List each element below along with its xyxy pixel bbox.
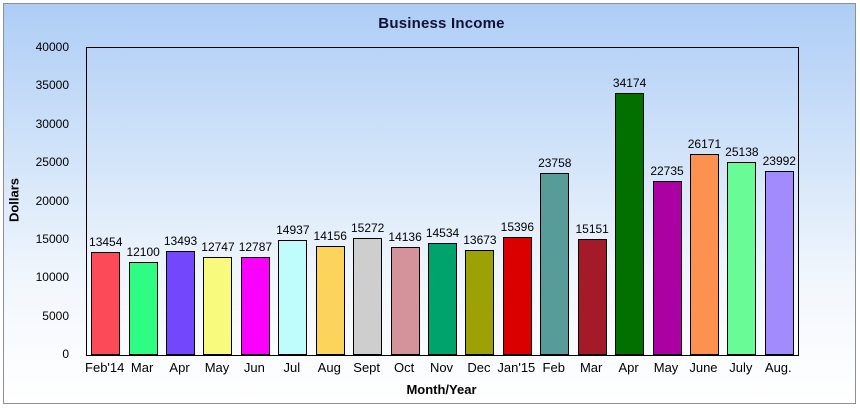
value-label: 13454: [89, 234, 123, 249]
xtick-label: Feb'14: [85, 360, 125, 375]
bar-Mar: [128, 262, 158, 355]
bar-Dec: [465, 250, 495, 355]
xtick-label: Jun: [243, 360, 265, 375]
value-label: 34174: [612, 75, 647, 90]
bar-Aug.: [764, 170, 794, 355]
xtick-label: Aug: [317, 360, 341, 375]
xtick-label: Apr: [169, 360, 190, 375]
value-label: 23758: [538, 155, 572, 170]
xtick-label: Oct: [393, 360, 415, 375]
value-label: 15272: [350, 220, 385, 235]
bar-June: [689, 154, 719, 355]
ytick-label: 35000: [35, 78, 69, 93]
bar-May: [203, 257, 233, 355]
bar-Oct: [390, 246, 420, 355]
xtick-label: May: [204, 360, 230, 375]
bar-Jan'15: [502, 236, 532, 355]
bar-Mar: [577, 238, 607, 355]
value-label: 22735: [650, 163, 684, 178]
xtick-label: May: [653, 360, 679, 375]
ytick-label: 10000: [35, 270, 69, 285]
bar-Feb: [540, 172, 570, 355]
value-label: 12787: [238, 239, 273, 254]
xtick-label: Jul: [283, 360, 301, 375]
ytick-label: 15000: [35, 231, 69, 246]
value-label: 13673: [463, 233, 497, 248]
bar-Jun: [240, 256, 270, 355]
xtick-label: Mar: [130, 360, 154, 375]
chart-title: Business Income: [378, 15, 505, 32]
bar-May: [652, 180, 682, 355]
xtick-label: Sept: [353, 360, 381, 375]
x-axis-title: Month/Year: [406, 382, 477, 397]
value-label: 12747: [201, 240, 235, 255]
bar-Apr: [615, 92, 645, 355]
ytick-label: 0: [62, 347, 69, 361]
xtick-label: Feb: [542, 360, 565, 375]
ytick-label: 20000: [35, 193, 69, 208]
bar-Jul: [278, 240, 308, 355]
value-label: 13493: [163, 234, 198, 249]
value-label: 14136: [388, 229, 422, 244]
value-label: 14534: [425, 226, 460, 241]
ytick-label: 25000: [35, 155, 69, 170]
bar-July: [727, 162, 757, 355]
value-label: 14937: [276, 223, 310, 238]
xtick-label: Jan'15: [497, 360, 536, 375]
value-label: 23992: [762, 153, 796, 168]
value-label: 26171: [687, 137, 722, 152]
bar-Apr: [166, 251, 196, 355]
ytick-label: 30000: [35, 116, 69, 131]
bar-Feb'14: [91, 251, 121, 355]
xtick-label: Nov: [429, 360, 454, 375]
xtick-label: Aug.: [764, 360, 792, 375]
value-label: 15396: [500, 219, 535, 234]
plot-area: 13454 12100 13493 12747 12787 14937 14156 15272…: [86, 47, 799, 356]
xtick-label: July: [729, 360, 753, 375]
value-label: 15151: [575, 221, 609, 236]
ytick-label: 40000: [35, 40, 69, 54]
bar-Aug: [315, 246, 345, 355]
xtick-label: Mar: [579, 360, 603, 375]
y-axis-title: Dollars: [6, 177, 22, 223]
value-label: 14156: [313, 229, 347, 244]
xtick-label: June: [689, 360, 718, 375]
value-label: 12100: [126, 245, 160, 260]
bar-Nov: [428, 243, 457, 355]
bar-Sept: [353, 237, 383, 355]
xtick-label: Dec: [467, 360, 491, 375]
value-label: 25138: [725, 145, 759, 160]
ytick-label: 5000: [42, 308, 69, 323]
xtick-label: Apr: [618, 360, 639, 375]
chart-frame: Business Income Dollars 13454 12100 13493 1…: [3, 3, 856, 404]
